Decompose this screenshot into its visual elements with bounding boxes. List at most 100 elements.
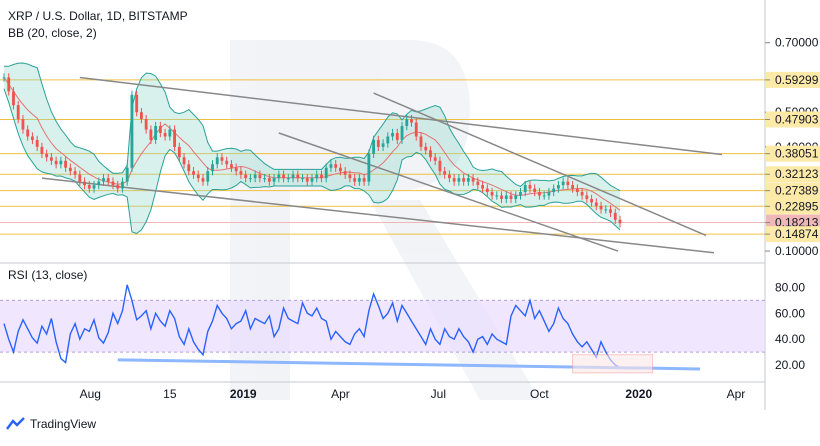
candle-body (391, 133, 394, 137)
candle-body (248, 178, 252, 180)
trendline-lower-long[interactable] (41, 177, 715, 254)
candle-body (561, 181, 565, 186)
candle-body (282, 174, 285, 179)
candle-body (7, 77, 11, 92)
trendline-right[interactable] (373, 92, 707, 237)
price-tag-bg (766, 166, 820, 183)
candle-body (367, 153, 371, 182)
candle-body (485, 188, 489, 193)
candle-body (49, 157, 53, 161)
trendlines-layer (41, 76, 723, 254)
candle-body (604, 209, 608, 211)
price-axis-label: 0.22895 (775, 199, 819, 213)
candle-body (68, 167, 72, 172)
candle-body (334, 164, 338, 168)
candle-body (462, 178, 466, 182)
price-axis-label: 0.47903 (775, 112, 819, 126)
candle-body (481, 185, 484, 189)
candle-body (609, 209, 612, 213)
candle-body (533, 188, 537, 193)
candle-body (225, 160, 229, 165)
candle-body (362, 178, 366, 182)
time-axis-label: Jul (431, 387, 446, 401)
candle-body (315, 174, 319, 179)
tradingview-logo-icon (6, 417, 25, 430)
candle-body (286, 178, 290, 180)
candle-body (211, 164, 214, 172)
price-tag-bg (766, 198, 820, 215)
candle-body (419, 136, 423, 147)
time-axis-label: 2019 (230, 387, 257, 401)
price-axis-label: 0.32123 (775, 167, 819, 181)
bb-fill (4, 63, 620, 234)
candle-body (97, 181, 101, 186)
candle-body (35, 139, 39, 147)
candle-body (438, 160, 442, 172)
candle-body (163, 133, 167, 137)
candle-body (504, 195, 508, 199)
candle-body (476, 181, 480, 186)
price-tag-bg (766, 226, 820, 243)
candle-body (590, 198, 593, 203)
candle-body (320, 174, 323, 179)
candle-body (301, 178, 304, 180)
candle-body (220, 157, 224, 161)
candle-body (538, 192, 541, 196)
trendline-middle[interactable] (278, 132, 619, 252)
time-axis-label: Apr (331, 387, 350, 401)
trendline-upper-long[interactable] (79, 76, 723, 156)
candle-body (329, 164, 333, 168)
price-axis-label: 0.14874 (775, 227, 819, 241)
candle-body (215, 157, 219, 165)
candle-body (471, 178, 475, 182)
candle-body (26, 129, 30, 137)
candle-body (542, 195, 546, 197)
candle-body (54, 160, 58, 165)
price-axis-label: 0.18213 (775, 216, 819, 230)
candle-body (381, 143, 385, 147)
candle-body (135, 94, 139, 113)
candle-body (177, 146, 181, 158)
candle-body (405, 119, 409, 127)
candle-body (566, 181, 570, 186)
candle-body (433, 157, 437, 161)
candle-body (253, 174, 257, 179)
candle-body (523, 185, 527, 193)
candle-body (182, 157, 186, 165)
time-axis-label: Oct (530, 387, 549, 401)
candle-body (78, 174, 82, 182)
candle-body (87, 185, 91, 189)
candle-body (144, 119, 148, 130)
candle-body (201, 178, 205, 182)
candle-body (45, 153, 49, 158)
candle-body (386, 136, 390, 144)
candle-body (64, 160, 68, 168)
candle-body (528, 185, 532, 189)
candle-body (116, 185, 120, 189)
candle-body (267, 178, 271, 182)
candle-body (376, 139, 380, 147)
candle-body (196, 174, 200, 179)
candle-body (452, 178, 456, 182)
footer-branding[interactable]: TradingView (6, 414, 96, 434)
candle-body (585, 195, 589, 199)
time-axis-label: Apr (727, 387, 746, 401)
candle-body (59, 160, 63, 165)
candle-body (556, 185, 560, 189)
candle-body (395, 133, 399, 140)
time-axis-label: 15 (163, 387, 177, 401)
candle-body (244, 174, 248, 179)
candle-body (2, 77, 6, 79)
candle-body (125, 167, 129, 182)
candle-body (272, 178, 276, 182)
candle-body (106, 178, 110, 182)
candle-body (102, 178, 105, 182)
candle-body (443, 171, 447, 175)
price-tag-bg (766, 182, 820, 199)
candle-body (372, 139, 376, 154)
candle-body (277, 174, 281, 179)
candle-body (324, 167, 328, 179)
candle-body (73, 171, 77, 175)
rsi-layer (0, 284, 765, 374)
rsi-highlight-box[interactable] (572, 354, 654, 374)
